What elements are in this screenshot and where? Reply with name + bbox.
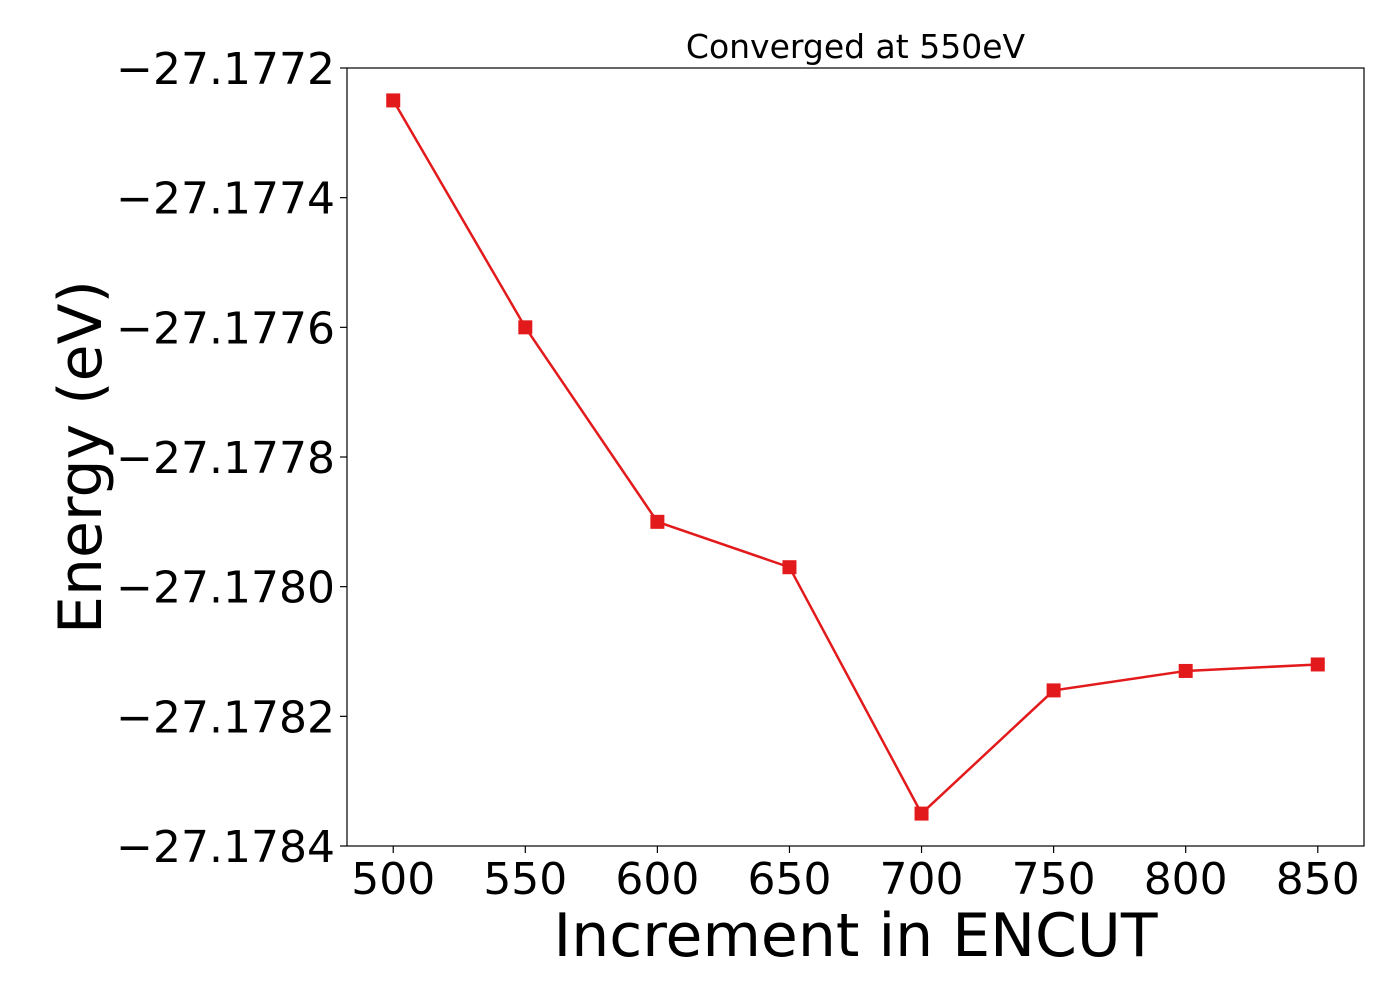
x-ticks: 500 550 600 650 700 750 800 850 (351, 846, 1360, 905)
data-point-marker (1178, 663, 1193, 678)
y-axis-label: Energy (eV) (46, 280, 116, 634)
x-axis-label: Increment in ENCUT (554, 901, 1158, 971)
y-tick-label: −27.1778 (116, 433, 335, 484)
plot-frame (346, 67, 1365, 847)
x-tick-label: 600 (615, 854, 699, 905)
data-point-marker (782, 560, 797, 575)
data-point-marker (1310, 657, 1325, 672)
x-tick-label: 850 (1276, 854, 1360, 905)
y-tick-label: −27.1784 (116, 822, 335, 873)
chart-title: Converged at 550eV (686, 27, 1026, 66)
y-tick-label: −27.1772 (116, 44, 335, 95)
x-tick-label: 500 (351, 854, 435, 905)
data-point-marker (1046, 683, 1061, 698)
data-point-marker (650, 514, 665, 529)
y-tick-label: −27.1776 (116, 303, 335, 354)
x-tick-label: 700 (880, 854, 964, 905)
series-line (392, 99, 1318, 816)
x-tick-label: 550 (483, 854, 567, 905)
y-ticks: −27.1784 −27.1782 −27.1780 −27.1778 −27.1776… (116, 44, 347, 873)
data-point-marker (386, 93, 401, 108)
x-tick-label: 800 (1144, 854, 1228, 905)
y-tick-label: −27.1782 (116, 692, 335, 743)
x-tick-label: 750 (1012, 854, 1096, 905)
x-tick-label: 650 (747, 854, 831, 905)
data-point-marker (518, 320, 533, 335)
series-layer (386, 93, 1325, 821)
y-tick-label: −27.1780 (116, 563, 335, 614)
y-tick-label: −27.1774 (116, 174, 335, 225)
data-point-marker (914, 806, 929, 821)
